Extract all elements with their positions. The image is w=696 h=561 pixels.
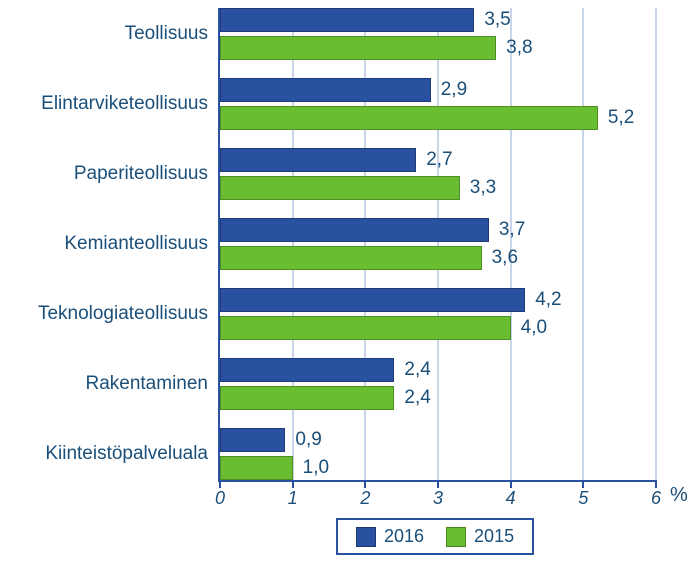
legend-label: 2016: [384, 526, 424, 547]
value-label: 3,6: [492, 247, 518, 269]
category-label: Paperiteollisuus: [74, 163, 220, 185]
value-label: 3,7: [499, 219, 525, 241]
x-tick-label: 4: [506, 488, 516, 509]
gridline: [437, 8, 439, 480]
x-tick: [510, 480, 512, 488]
x-tick-label: 1: [288, 488, 298, 509]
gridline: [510, 8, 512, 480]
legend: 2016 2015: [336, 518, 534, 555]
bar: [220, 358, 394, 382]
value-label: 3,8: [506, 37, 532, 59]
legend-swatch: [446, 527, 466, 547]
bar: [220, 316, 511, 340]
value-label: 0,9: [295, 429, 321, 451]
bar: [220, 8, 474, 32]
category-label: Rakentaminen: [85, 373, 220, 395]
x-axis-unit: %: [670, 484, 688, 507]
value-label: 3,5: [484, 9, 510, 31]
x-tick-label: 3: [433, 488, 443, 509]
bar: [220, 428, 285, 452]
legend-swatch: [356, 527, 376, 547]
bar: [220, 78, 431, 102]
value-label: 4,2: [535, 289, 561, 311]
bar: [220, 218, 489, 242]
x-tick: [655, 480, 657, 488]
category-label: Teknologiateollisuus: [38, 303, 220, 325]
x-tick: [292, 480, 294, 488]
bar: [220, 456, 293, 480]
bar: [220, 288, 525, 312]
x-tick-label: 0: [215, 488, 225, 509]
category-label: Teollisuus: [125, 23, 220, 45]
x-tick: [364, 480, 366, 488]
x-tick-label: 5: [578, 488, 588, 509]
x-tick: [219, 480, 221, 488]
gridline: [582, 8, 584, 480]
plot-area: 0123456Teollisuus3,53,8Elintarviketeolli…: [218, 8, 656, 482]
bar: [220, 148, 416, 172]
value-label: 2,7: [426, 149, 452, 171]
value-label: 2,4: [404, 359, 430, 381]
bar: [220, 246, 482, 270]
value-label: 5,2: [608, 107, 634, 129]
value-label: 3,3: [470, 177, 496, 199]
value-label: 2,4: [404, 387, 430, 409]
category-label: Elintarviketeollisuus: [41, 93, 220, 115]
x-tick: [437, 480, 439, 488]
bar: [220, 36, 496, 60]
legend-item: 2015: [446, 526, 514, 547]
x-tick: [582, 480, 584, 488]
category-label: Kemianteollisuus: [64, 233, 220, 255]
value-label: 1,0: [303, 457, 329, 479]
bar: [220, 386, 394, 410]
legend-item: 2016: [356, 526, 424, 547]
legend-label: 2015: [474, 526, 514, 547]
bar: [220, 106, 598, 130]
gridline: [655, 8, 657, 480]
x-tick-label: 6: [651, 488, 661, 509]
value-label: 2,9: [441, 79, 467, 101]
value-label: 4,0: [521, 317, 547, 339]
chart-container: 0 1 2 3 4 5 6 Teollisuus 3,5 3,8 Elintarviketeolli…: [0, 0, 696, 561]
category-label: Kiinteistöpalveluala: [45, 443, 220, 465]
x-tick-label: 2: [360, 488, 370, 509]
bar: [220, 176, 460, 200]
